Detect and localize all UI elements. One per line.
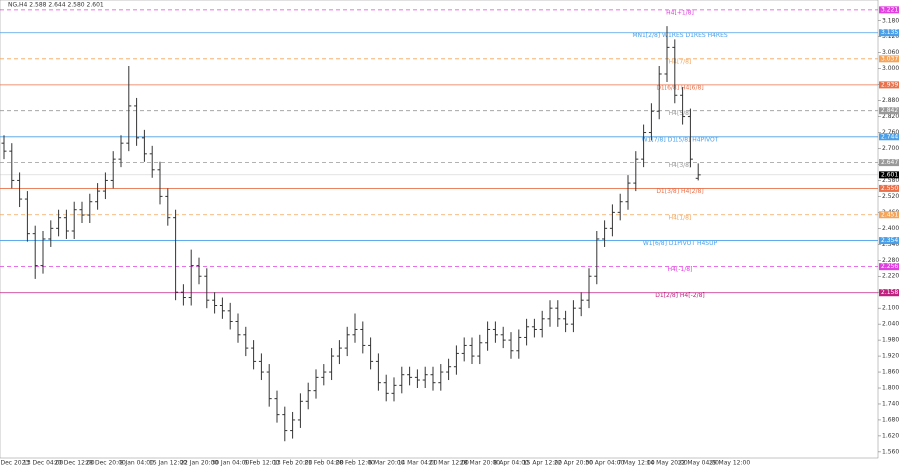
- chart-title: NG,H4 2.588 2.644 2.580 2.601: [8, 2, 104, 9]
- y-tick-label: 2.100: [882, 305, 899, 312]
- level-price-label: 2.256: [881, 263, 898, 270]
- y-tick-label: 1.920: [882, 353, 899, 360]
- x-tick-label: 8 Jan 04:00: [120, 460, 154, 467]
- y-tick-label: 3.000: [882, 65, 899, 72]
- last-price-label: 2.601: [881, 171, 898, 178]
- y-tick-label: 1.800: [882, 385, 899, 392]
- level-price-box: [879, 184, 899, 192]
- level-name: D1[2/8] H4[-2/8]: [655, 292, 705, 299]
- x-tick-label: 22 Jan 20:00: [180, 460, 218, 467]
- x-tick-label: 28 Mar 20:00: [460, 460, 500, 467]
- y-tick-label: 3.120: [882, 33, 899, 40]
- level-price-box: [879, 159, 899, 167]
- x-tick-label: 14 Mar 04:00: [398, 460, 438, 467]
- level-price-label: 3.135: [881, 29, 898, 36]
- x-tick-label: 13 Feb 20:00: [273, 460, 313, 467]
- x-tick-label: 21 Mar 12:00: [429, 460, 469, 467]
- y-tick-label: 1.680: [882, 416, 899, 423]
- x-tick-label: 28 Dec 20:00: [85, 460, 126, 467]
- level-name: H4[5/8]: [669, 110, 692, 117]
- level-name: D1[3/8] H4[2/8]: [656, 188, 703, 195]
- x-tick-label: 8 Apr 04:00: [494, 460, 529, 467]
- level-price-box: [879, 107, 899, 115]
- x-tick-label: 20 Dec 12:00: [54, 460, 95, 467]
- last-price-box: [879, 171, 899, 179]
- level-price-box: [879, 29, 899, 37]
- level-price-box: [879, 81, 899, 89]
- level-name: MN1[2/8] W1RES D1RES H4RES: [632, 32, 728, 39]
- y-tick-label: 2.880: [882, 97, 899, 104]
- level-price-box: [879, 6, 899, 14]
- x-tick-label: 28 Feb 12:00: [336, 460, 376, 467]
- y-tick-label: 1.740: [882, 400, 899, 407]
- level-name: H4[-1/8]: [668, 266, 693, 273]
- level-price-label: 2.451: [881, 211, 898, 218]
- y-tick-label: 1.980: [882, 337, 899, 344]
- x-tick-label: 6 Feb 12:00: [244, 460, 280, 467]
- level-price-box: [879, 211, 899, 219]
- y-tick-label: 2.820: [882, 113, 899, 120]
- level-price-label: 2.744: [881, 133, 898, 140]
- x-tick-label: 30 Jan 04:00: [211, 460, 249, 467]
- x-tick-label: 5 Dec 2023: [0, 460, 29, 467]
- y-tick-label: 2.220: [882, 273, 899, 280]
- level-price-label: 2.550: [881, 185, 898, 192]
- y-tick-label: 2.760: [882, 129, 899, 136]
- x-tick-label: 21 Feb 04:00: [304, 460, 344, 467]
- y-tick-label: 1.860: [882, 369, 899, 376]
- y-tick-label: 1.560: [882, 448, 899, 455]
- y-tick-label: 2.520: [882, 193, 899, 200]
- level-price-label: 2.354: [881, 237, 898, 244]
- level-name: H4[+1/8]: [666, 9, 694, 16]
- x-tick-label: 13 Dec 04:00: [23, 460, 64, 467]
- level-price-label: 2.158: [881, 289, 898, 296]
- y-tick-label: 2.280: [882, 257, 899, 264]
- level-price-box: [879, 133, 899, 141]
- x-tick-label: 22 May 04:00: [678, 460, 719, 467]
- level-name: D1[6/8] H4[6/8]: [656, 84, 703, 91]
- level-price-label: 3.037: [881, 55, 898, 62]
- x-tick-label: 22 Apr 20:00: [554, 460, 593, 467]
- x-tick-label: 7 May 12:00: [617, 460, 655, 467]
- level-name: H4[7/8]: [669, 58, 692, 65]
- level-price-label: 2.842: [881, 107, 898, 114]
- level-name: H4[3/8]: [669, 162, 692, 169]
- x-tick-label: 14 May 20:00: [647, 460, 688, 467]
- y-tick-label: 2.580: [882, 177, 899, 184]
- level-price-box: [879, 263, 899, 271]
- y-tick-label: 2.340: [882, 241, 899, 248]
- level-name: W1[6/8] D1PIVOT H4SUP: [643, 240, 718, 247]
- x-tick-label: 15 Jan 12:00: [149, 460, 187, 467]
- x-tick-label: 29 May 12:00: [709, 460, 750, 467]
- x-tick-label: 15 Apr 12:00: [523, 460, 562, 467]
- y-tick-label: 2.400: [882, 225, 899, 232]
- x-tick-label: 6 Mar 20:00: [368, 460, 404, 467]
- level-name: H4[1/8]: [669, 214, 692, 221]
- y-tick-label: 3.060: [882, 49, 899, 56]
- y-tick-label: 2.700: [882, 145, 899, 152]
- level-price-box: [879, 55, 899, 63]
- y-tick-label: 3.180: [882, 17, 899, 24]
- level-name: W1[7/8] D1[5/8] H4PIVOT: [642, 136, 719, 143]
- plot-frame: [0, 0, 879, 459]
- level-price-label: 3.221: [881, 6, 898, 13]
- x-tick-label: 30 Apr 04:00: [585, 460, 624, 467]
- y-tick-label: 1.620: [882, 432, 899, 439]
- y-tick-label: 2.040: [882, 321, 899, 328]
- level-price-box: [879, 289, 899, 297]
- level-price-label: 2.647: [881, 159, 898, 166]
- level-price-label: 2.939: [881, 81, 898, 88]
- level-price-box: [879, 237, 899, 245]
